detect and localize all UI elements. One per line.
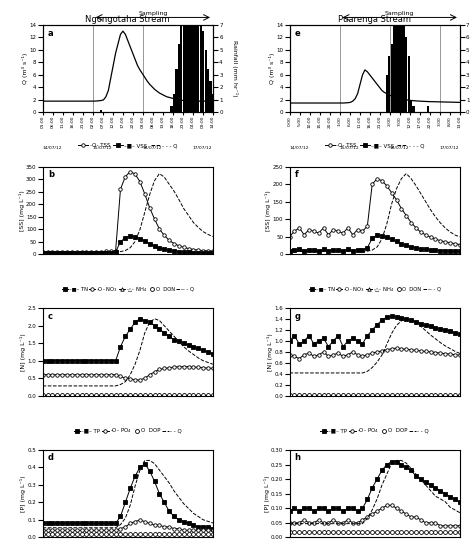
Legend: –■– TP, -O- PO$_4$, O  DOP, - - Q: –■– TP, -O- PO$_4$, O DOP, - - Q — [320, 427, 429, 435]
Bar — [427, 106, 429, 112]
Bar — [403, 19, 405, 112]
Bar — [178, 44, 180, 112]
Y-axis label: Rainfall (mm hr⁻¹): Rainfall (mm hr⁻¹) — [232, 40, 238, 97]
Bar — [182, 12, 185, 112]
Bar — [393, 25, 395, 112]
Bar — [408, 56, 410, 112]
Text: 14/07/12: 14/07/12 — [290, 146, 309, 150]
Text: 15/07/12: 15/07/12 — [339, 146, 359, 150]
Bar — [175, 69, 178, 112]
Bar — [200, 12, 202, 112]
Bar — [207, 69, 209, 112]
Y-axis label: Q (m³ s⁻¹): Q (m³ s⁻¹) — [22, 53, 28, 84]
Y-axis label: Q (m³ s⁻¹): Q (m³ s⁻¹) — [269, 53, 275, 84]
Text: f: f — [295, 170, 299, 179]
Bar — [210, 81, 211, 112]
Y-axis label: [SS] (mg L⁻¹): [SS] (mg L⁻¹) — [265, 190, 272, 230]
Bar — [405, 38, 407, 112]
Text: 16/07/12: 16/07/12 — [143, 146, 162, 150]
Bar — [212, 94, 214, 112]
Text: b: b — [48, 170, 54, 179]
Text: e: e — [295, 29, 301, 38]
Y-axis label: [N] (mg L⁻¹): [N] (mg L⁻¹) — [20, 333, 26, 371]
Text: c: c — [48, 312, 53, 321]
Legend: -O- TSS, –■– VSS, - - - Q: -O- TSS, –■– VSS, - - - Q — [78, 143, 178, 148]
Text: h: h — [295, 453, 301, 463]
Bar — [185, 6, 187, 112]
Bar — [391, 44, 393, 112]
Text: a: a — [48, 29, 54, 38]
Bar — [412, 106, 415, 112]
Bar — [180, 25, 182, 112]
Bar — [401, 0, 402, 112]
Bar — [395, 12, 398, 112]
Bar — [188, 0, 190, 112]
Bar — [398, 6, 400, 112]
Y-axis label: [N] (mg L⁻¹): [N] (mg L⁻¹) — [267, 333, 273, 371]
Text: d: d — [48, 453, 54, 463]
Legend: –■– TN, -O- NO$_3$, -△- NH$_4$, O  DON, - - Q: –■– TN, -O- NO$_3$, -△- NH$_4$, O DON, -… — [62, 285, 194, 294]
Bar — [386, 75, 388, 112]
Bar — [204, 50, 207, 112]
Bar — [197, 0, 200, 112]
Bar — [202, 31, 204, 112]
Y-axis label: [SS] (mg L⁻¹): [SS] (mg L⁻¹) — [18, 190, 25, 230]
Bar — [192, 0, 194, 112]
Text: 15/07/12: 15/07/12 — [93, 146, 112, 150]
Text: 17/07/12: 17/07/12 — [193, 146, 212, 150]
Title: Puarenga Stream: Puarenga Stream — [338, 15, 411, 24]
Title: Ngongotaha Stream: Ngongotaha Stream — [85, 15, 170, 24]
Bar — [171, 106, 173, 112]
Text: Sampling: Sampling — [385, 11, 414, 16]
Text: 14/07/12: 14/07/12 — [43, 146, 62, 150]
Bar — [195, 0, 197, 112]
Y-axis label: [P] (mg L⁻¹): [P] (mg L⁻¹) — [20, 475, 26, 512]
Text: Sampling: Sampling — [138, 11, 167, 16]
Legend: –■– TP, -O- PO$_4$, O  DOP, - - Q: –■– TP, -O- PO$_4$, O DOP, - - Q — [73, 427, 182, 435]
Bar — [100, 110, 102, 112]
Bar — [190, 0, 192, 112]
Bar — [173, 94, 175, 112]
Bar — [388, 56, 391, 112]
Text: 17/07/12: 17/07/12 — [440, 146, 459, 150]
Text: 16/07/12: 16/07/12 — [390, 146, 409, 150]
Text: g: g — [295, 312, 301, 321]
Y-axis label: [P] (mg L⁻¹): [P] (mg L⁻¹) — [264, 475, 270, 512]
Bar — [410, 100, 412, 112]
Legend: -O- TSS, –■– VSS, - - - Q: -O- TSS, –■– VSS, - - - Q — [325, 143, 425, 148]
Legend: –■– TN, -O- NO$_3$, -△- NH$_4$, O  DON, - - Q: –■– TN, -O- NO$_3$, -△- NH$_4$, O DON, -… — [309, 285, 441, 294]
